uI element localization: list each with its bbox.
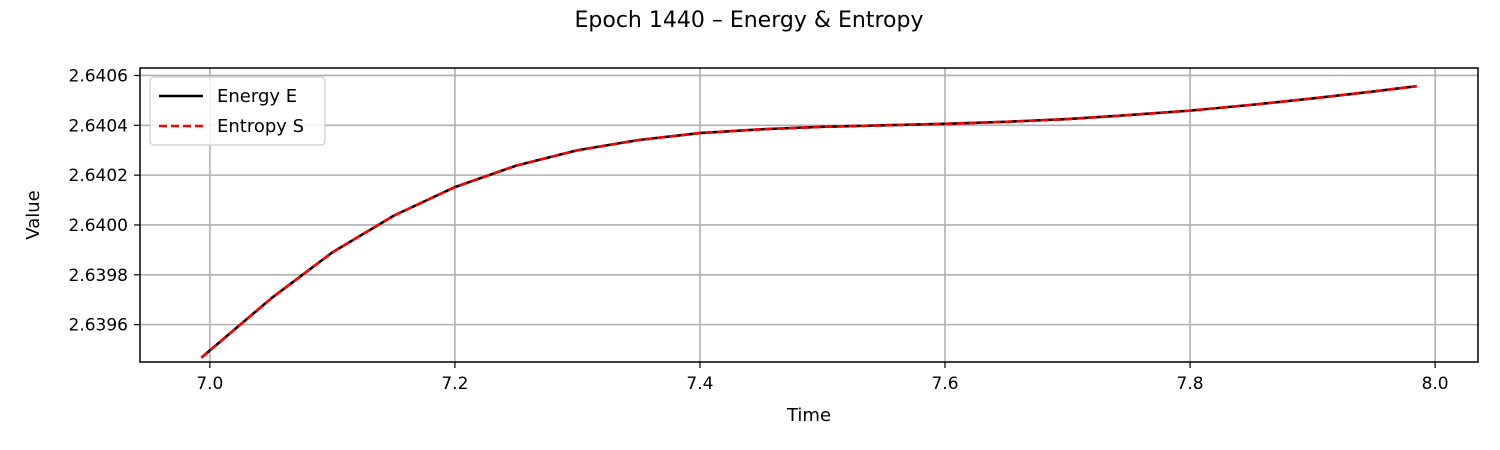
series-line-energy [200, 84, 1417, 359]
y-tick-label: 2.6396 [69, 316, 128, 336]
legend-label-entropy: Entropy S [217, 116, 304, 137]
legend: Energy E Entropy S [149, 76, 326, 146]
x-axis-ticks: 7.0 7.2 7.4 7.6 7.8 8.0 [196, 362, 1449, 394]
y-tick-label: 2.6406 [69, 66, 128, 86]
y-tick-label: 2.6400 [69, 216, 128, 236]
legend-label-energy: Energy E [217, 86, 297, 107]
y-tick-label: 2.6398 [69, 266, 128, 286]
chart-title: Epoch 1440 – Energy & Entropy [575, 8, 924, 33]
x-tick-label: 7.8 [1177, 374, 1204, 394]
plot-frame [139, 67, 1479, 363]
legend-box [149, 76, 326, 146]
series-lines [200, 84, 1417, 359]
x-tick-label: 7.2 [441, 374, 468, 394]
x-tick-label: 8.0 [1422, 374, 1449, 394]
y-tick-label: 2.6404 [69, 116, 128, 136]
x-axis-label: Time [786, 405, 831, 426]
x-tick-label: 7.4 [686, 374, 713, 394]
y-tick-label: 2.6402 [69, 166, 128, 186]
x-tick-label: 7.6 [931, 374, 958, 394]
grid-lines [140, 68, 1478, 362]
y-axis-ticks: 2.6396 2.6398 2.6400 2.6402 2.6404 2.6406 [69, 66, 140, 336]
y-axis-label: Value [23, 190, 44, 239]
x-tick-label: 7.0 [196, 374, 223, 394]
